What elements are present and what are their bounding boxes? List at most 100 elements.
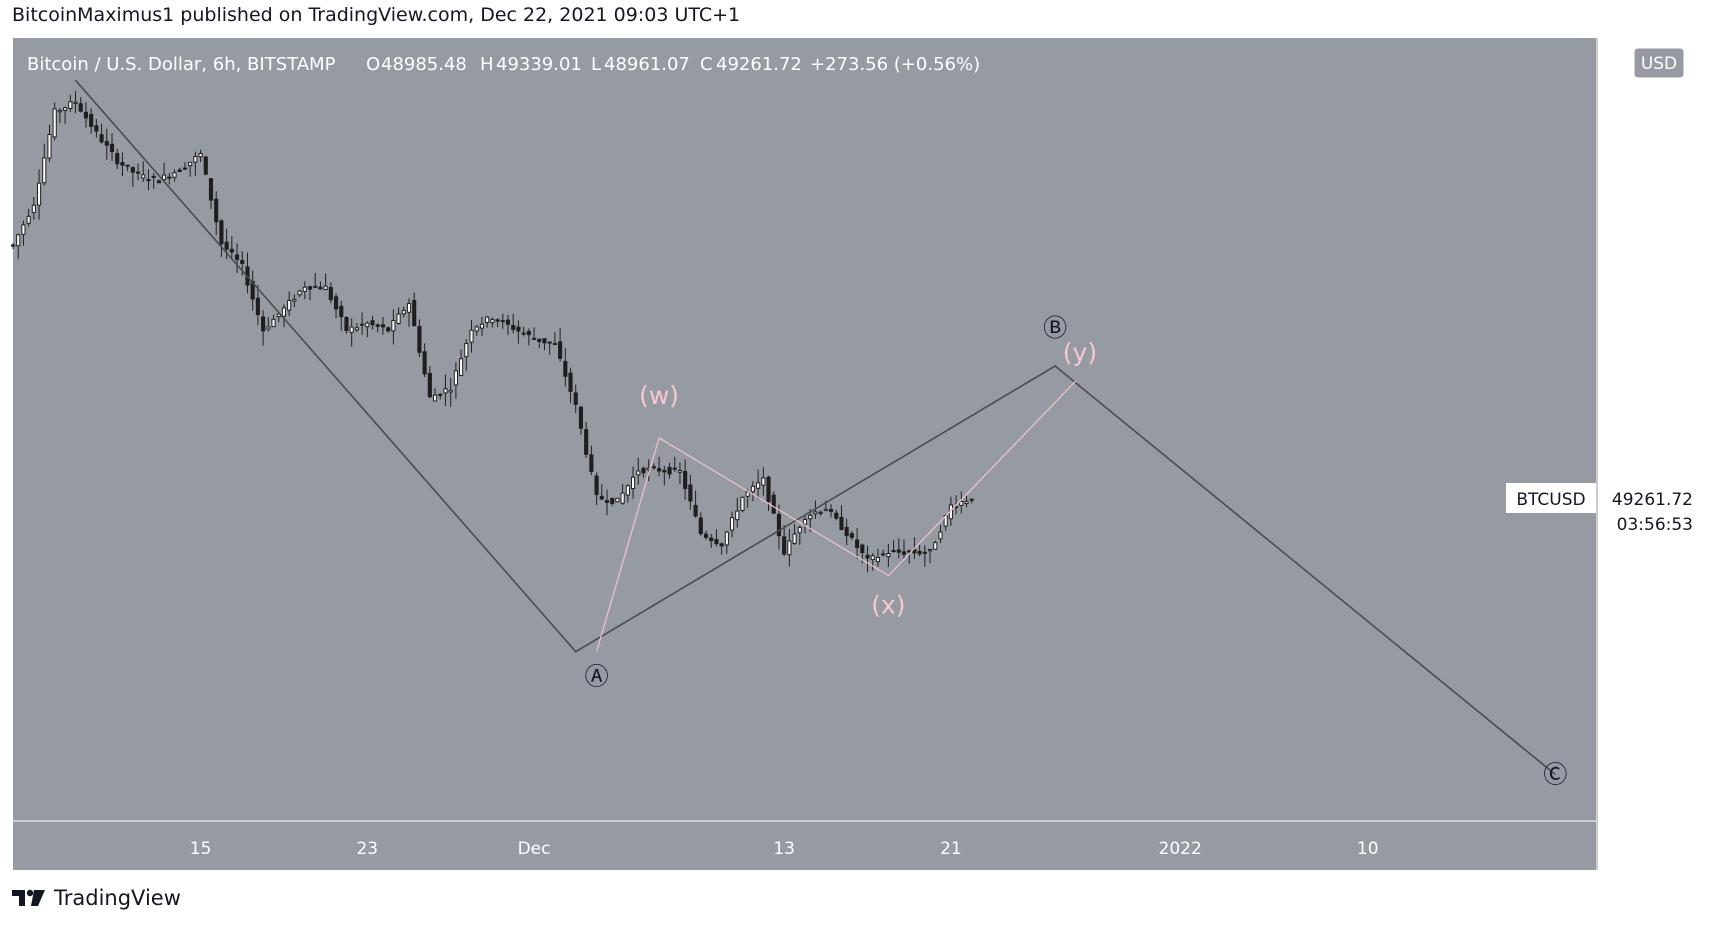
candle-body <box>589 454 594 472</box>
candle-body <box>459 358 464 376</box>
abc-wave-label: Ⓐ <box>585 663 609 691</box>
price-tick-label: 45000.00 <box>1619 579 1700 599</box>
candle-body <box>73 101 78 104</box>
candle-body <box>115 153 120 165</box>
price-axis[interactable]: 70000.0067500.0065000.0062500.0060000.00… <box>1619 50 1700 811</box>
candle-body <box>146 179 151 182</box>
candle-body <box>339 305 344 318</box>
candle-body <box>63 107 68 111</box>
candle-body <box>125 164 130 167</box>
candle-body <box>344 317 349 332</box>
candle-body <box>292 298 297 302</box>
candle-body <box>604 500 610 503</box>
candle-body <box>432 394 438 402</box>
price-tick-label: 37500.00 <box>1619 738 1700 758</box>
candle-body <box>162 174 167 181</box>
candle-body <box>26 215 31 224</box>
candle-body <box>709 537 714 542</box>
abc-wave-line[interactable] <box>74 79 1556 776</box>
candle-body <box>865 554 870 559</box>
price-tick-label: 40000.00 <box>1619 685 1700 705</box>
candle-body <box>917 550 922 555</box>
price-tick-label: 52500.00 <box>1619 421 1700 441</box>
candle-body <box>636 470 641 476</box>
candle-body <box>667 466 672 475</box>
candle-body <box>922 551 927 554</box>
candle-body <box>630 476 636 490</box>
candle-body <box>594 475 599 495</box>
candle-body <box>219 220 224 245</box>
candle-body <box>130 167 135 173</box>
candle-body <box>703 533 709 538</box>
candle-body <box>261 316 266 332</box>
time-tick-label: 10 <box>1357 839 1379 859</box>
price-tick-label: 60000.00 <box>1619 262 1700 282</box>
candle-body <box>855 539 860 548</box>
candle-body <box>479 323 485 329</box>
tradingview-wordmark: TradingView <box>54 886 181 910</box>
candle-body <box>266 326 271 330</box>
candle-body <box>875 556 881 563</box>
candle-body <box>740 496 745 511</box>
candle-body <box>57 109 62 113</box>
candle-body <box>891 550 896 553</box>
candle-body <box>302 286 307 293</box>
candle-body <box>526 330 531 336</box>
candle-body <box>386 327 391 332</box>
candle-body <box>813 511 818 515</box>
candle-body <box>240 259 245 264</box>
candle-body <box>870 555 875 561</box>
candle-body <box>657 468 662 472</box>
legend-low-label: L <box>591 54 601 75</box>
candle-body <box>688 484 693 502</box>
candle-body <box>328 286 333 301</box>
candle-body <box>802 518 808 525</box>
candle-body <box>297 290 302 296</box>
candle-body <box>167 176 172 179</box>
time-tick-label: 13 <box>773 839 795 859</box>
candle-body <box>610 497 615 505</box>
legend-symbol: Bitcoin / U.S. Dollar, 6h, BITSTAMP <box>27 54 336 75</box>
candle-body <box>156 180 161 184</box>
candle-body <box>349 326 354 333</box>
abc-wave-label: Ⓑ <box>1043 314 1067 342</box>
time-tick-label: Dec <box>518 839 551 859</box>
candle-body <box>756 482 761 489</box>
candle-body <box>537 338 542 342</box>
candle-body <box>271 318 276 328</box>
candle-body <box>172 172 177 178</box>
price-tick-label: 55000.00 <box>1619 368 1700 388</box>
candle-body <box>485 316 490 323</box>
time-tick-label: 23 <box>356 839 378 859</box>
candle-body <box>844 526 849 537</box>
candle-body <box>542 338 547 344</box>
candle-body <box>792 533 797 544</box>
candle-body <box>109 143 115 153</box>
candle-body <box>531 337 537 340</box>
candle-body <box>933 542 938 550</box>
candle-body <box>578 406 584 429</box>
legend-high: 49339.01 <box>496 54 582 75</box>
candle-body <box>427 372 432 398</box>
candle-body <box>99 134 104 143</box>
candle-body <box>360 323 365 326</box>
time-axis[interactable]: 15 23 Dec 13 21 2022 10 <box>190 839 1379 859</box>
candle-body <box>683 470 688 489</box>
candle-body <box>307 286 313 290</box>
tradingview-logo[interactable]: TradingView <box>12 886 181 910</box>
publish-caption: BitcoinMaximus1 published on TradingView… <box>12 4 741 26</box>
candle-body <box>573 392 578 405</box>
time-tick-label: 15 <box>190 839 212 859</box>
wxy-wave-label: (x) <box>871 590 905 619</box>
wxy-wave-label: (w) <box>639 381 679 410</box>
candle-body <box>886 553 891 558</box>
wxy-wave-line[interactable] <box>596 380 1077 652</box>
wxy-wave-label: (y) <box>1063 338 1097 367</box>
currency-button[interactable] <box>1633 47 1685 79</box>
candle-body <box>380 324 386 328</box>
candle-body <box>193 156 198 163</box>
candle-body <box>141 174 146 179</box>
candle-body <box>495 319 500 322</box>
candle-body <box>834 512 839 519</box>
